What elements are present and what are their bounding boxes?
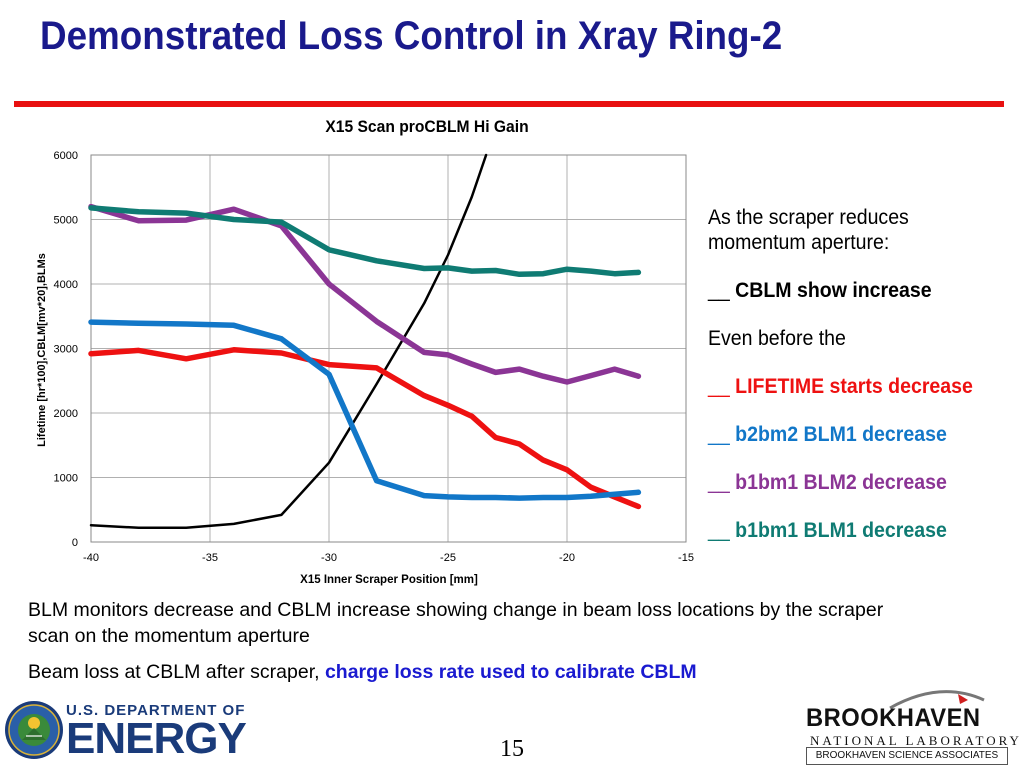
doe-seal-icon <box>5 701 63 759</box>
y-tick-label: 5000 <box>54 215 78 227</box>
note-b2bm2-text: b2bm2 BLM1 decrease <box>735 423 947 446</box>
note-b1bm1-blm1: __ b1bm1 BLM1 decrease <box>708 518 1002 543</box>
series-line-b1bm1_blm2 <box>88 203 642 385</box>
summary-text: BLM monitors decrease and CBLM increase … <box>28 597 928 695</box>
bnl-subtitle: NATIONAL LABORATORY <box>810 733 1022 748</box>
note-lifetime-marker: __ <box>708 375 736 398</box>
chart-series <box>88 153 642 530</box>
bnl-swoosh-icon <box>889 690 985 710</box>
summary-plain: Beam loss at CBLM after scraper, <box>28 661 325 683</box>
doe-label: U.S. DEPARTMENT OF <box>66 702 246 719</box>
y-tick-label: 6000 <box>54 150 78 162</box>
note-b1bm1-blm2: __ b1bm1 BLM2 decrease <box>708 470 1002 495</box>
summary-paragraph-2: Beam loss at CBLM after scraper, charge … <box>28 659 928 685</box>
series-line-b2bm2_blm1 <box>88 319 642 501</box>
doe-energy-wordmark: ENERGY <box>66 714 247 763</box>
notes-line-2: momentum aperture: <box>708 231 890 254</box>
note-b2bm2-marker: __ <box>708 423 736 446</box>
y-tick-label: 4000 <box>54 279 78 291</box>
line-chart: X15 Scan proCBLM Hi Gain 0 1000 2000 3000 40… <box>36 117 694 586</box>
y-tick-label: 1000 <box>54 473 78 485</box>
plot-area <box>90 154 687 543</box>
note-b1bm1-blm1-marker: __ <box>708 519 736 542</box>
note-lifetime: __ LIFETIME starts decrease <box>708 374 1002 399</box>
x-tick-label: -15 <box>678 552 694 564</box>
note-cblm-text: CBLM show increase <box>735 279 932 302</box>
note-cblm: __ CBLM show increase <box>708 278 1002 303</box>
note-even-before: Even before the <box>708 327 846 350</box>
notes-line-1: As the scraper reduces <box>708 206 909 229</box>
y-tick-label: 3000 <box>54 344 78 356</box>
x-axis-ticks: -40 -35 -30 -25 -20 -15 <box>83 552 694 564</box>
summary-paragraph-1: BLM monitors decrease and CBLM increase … <box>28 599 884 647</box>
y-tick-label: 0 <box>72 537 78 549</box>
note-b1bm1-blm2-text: b1bm1 BLM2 decrease <box>735 471 947 494</box>
y-axis-ticks: 0 1000 2000 3000 4000 5000 6000 <box>54 150 78 549</box>
chart-title: X15 Scan proCBLM Hi Gain <box>325 117 528 136</box>
slide-title: Demonstrated Loss Control in Xray Ring-2 <box>40 14 783 58</box>
note-b1bm1-blm2-marker: __ <box>708 471 736 494</box>
page-number: 15 <box>500 736 524 762</box>
y-tick-label: 2000 <box>54 408 78 420</box>
note-b1bm1-blm1-text: b1bm1 BLM1 decrease <box>735 519 947 542</box>
summary-highlight: charge loss rate used to calibrate CBLM <box>324 661 697 683</box>
x-tick-label: -40 <box>83 552 99 564</box>
series-line-lifetime <box>88 347 642 510</box>
note-b2bm2-blm1: __ b2bm2 BLM1 decrease <box>708 422 1002 447</box>
x-tick-label: -35 <box>202 552 218 564</box>
bnl-wordmark: BROOKHAVEN <box>806 704 981 732</box>
bnl-associates-box: BROOKHAVEN SCIENCE ASSOCIATES <box>806 747 1008 765</box>
series-line-b1bm1_blm1 <box>88 205 642 278</box>
x-tick-label: -30 <box>321 552 337 564</box>
note-cblm-marker: __ <box>708 279 736 302</box>
x-tick-label: -20 <box>559 552 575 564</box>
note-lifetime-text: LIFETIME starts decrease <box>735 375 973 398</box>
y-axis-label: Lifetime [hr*100],CBLM[mv*20],BLMs <box>36 253 48 447</box>
title-divider <box>14 101 1004 107</box>
series-line-cblm <box>89 153 488 530</box>
notes-panel: As the scraper reduces momentum aperture… <box>708 205 1002 543</box>
doe-logo <box>5 701 63 759</box>
x-axis-label: X15 Inner Scraper Position [mm] <box>300 574 478 586</box>
x-tick-label: -25 <box>440 552 456 564</box>
